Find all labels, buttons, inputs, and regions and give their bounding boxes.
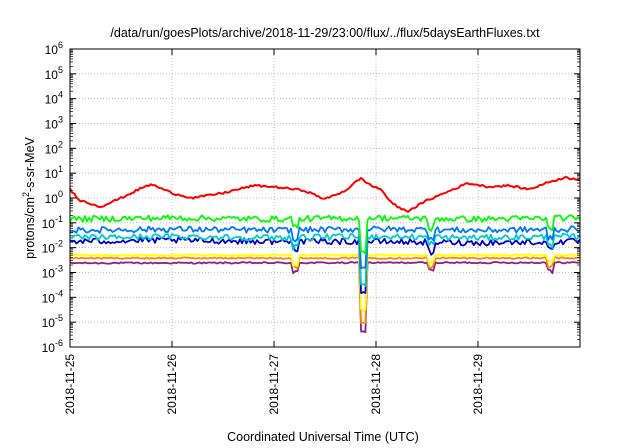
y-axis-label: protons/cm2-s-sr-MeV bbox=[21, 136, 37, 258]
y-tick-label: 10-5 bbox=[42, 313, 63, 330]
series-line bbox=[69, 256, 581, 325]
series-line bbox=[69, 232, 581, 287]
y-tick-label: 10-3 bbox=[42, 264, 63, 281]
y-tick-label: 106 bbox=[45, 40, 63, 57]
y-tick-label: 104 bbox=[45, 90, 63, 107]
series-line bbox=[69, 253, 580, 312]
series-line bbox=[69, 225, 581, 270]
x-tick-label: 2018-11-29 bbox=[471, 354, 485, 415]
grid bbox=[70, 49, 580, 347]
x-tick-label: 2018-11-25 bbox=[63, 354, 77, 415]
y-axis-ticks: 106 105 104 103 102 101 100 10-1 10-2 10-3 10-4 10-… bbox=[42, 40, 580, 355]
x-tick-label: 2018-11-27 bbox=[267, 354, 281, 415]
y-tick-label: 105 bbox=[45, 65, 63, 82]
y-tick-label: 102 bbox=[45, 139, 63, 156]
y-tick-label: 10-2 bbox=[42, 239, 63, 256]
y-tick-label: 10-4 bbox=[42, 288, 63, 305]
x-axis-ticks: 2018-11-25 2018-11-26 2018-11-27 2018-11-28… bbox=[63, 49, 485, 415]
series-line bbox=[69, 260, 581, 334]
chart-title: /data/run/goesPlots/archive/2018-11-29/2… bbox=[110, 26, 540, 40]
series-layer bbox=[69, 176, 581, 334]
y-tick-label: 100 bbox=[45, 189, 63, 206]
series-line bbox=[69, 214, 581, 255]
y-tick-label: 10-6 bbox=[42, 338, 63, 355]
series-line bbox=[69, 176, 581, 213]
series-line bbox=[69, 236, 581, 295]
y-tick-label: 101 bbox=[45, 164, 63, 181]
y-tick-label: 103 bbox=[45, 115, 63, 132]
x-axis-label: Coordinated Universal Time (UTC) bbox=[227, 430, 419, 444]
x-tick-label: 2018-11-26 bbox=[165, 354, 179, 415]
x-tick-label: 2018-11-28 bbox=[369, 354, 383, 415]
y-tick-label: 10-1 bbox=[42, 214, 63, 231]
